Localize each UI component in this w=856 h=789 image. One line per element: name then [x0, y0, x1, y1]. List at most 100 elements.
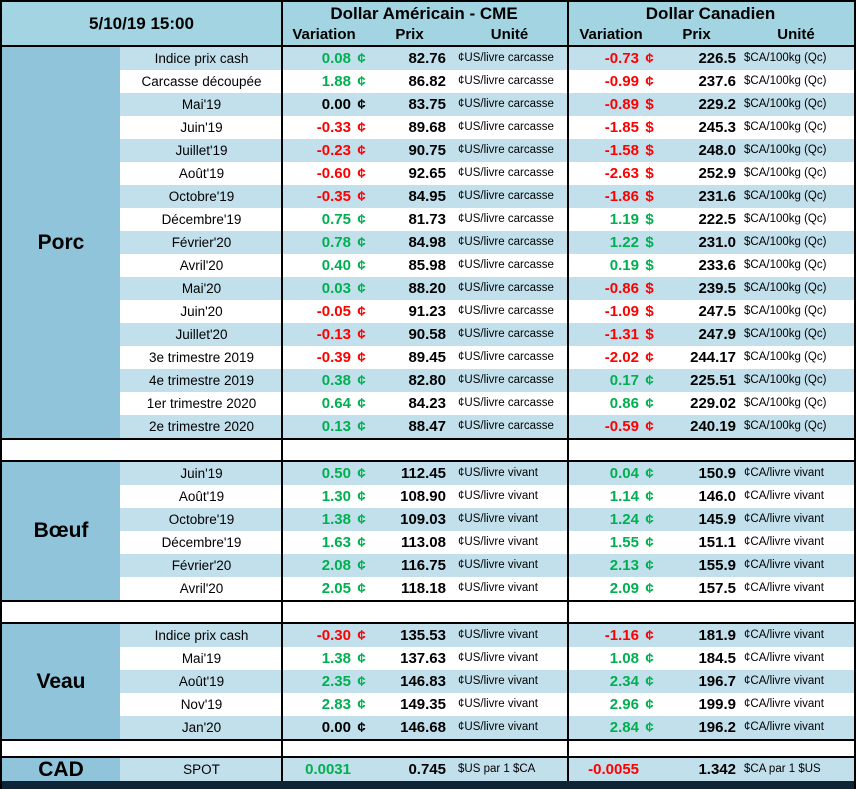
currency-symbol: $ [645, 142, 654, 159]
us-price-value: 84.23 [369, 392, 454, 415]
ca-price-value: 248.0 [657, 139, 740, 162]
section-color-cell [2, 47, 120, 70]
us-price-value: 89.45 [369, 346, 454, 369]
row-label: Jan'20 [120, 716, 283, 739]
usd-subheaders: Variation Prix Unité [281, 25, 567, 45]
ca-unit-label: ¢CA/livre vivant [740, 508, 854, 531]
variation-number: -2.63 [604, 165, 639, 182]
variation-number: 1.24 [609, 511, 639, 528]
ca-price-value: 237.6 [657, 70, 740, 93]
us-unit-label: ¢US/livre carcasse [454, 346, 569, 369]
ca-price-value: 245.3 [657, 116, 740, 139]
section-color-cell [2, 300, 120, 323]
us-unit-label: ¢US/livre vivant [454, 624, 569, 647]
section-color-cell [2, 346, 120, 369]
us-price-value: 149.35 [369, 693, 454, 716]
ca-unit-label: $CA/100kg (Qc) [740, 47, 854, 70]
currency-symbol: $ [645, 165, 654, 182]
us-price-value: 90.75 [369, 139, 454, 162]
us-unit-label: ¢US/livre carcasse [454, 93, 569, 116]
variation-number: -1.85 [604, 119, 639, 136]
us-price-value: 146.83 [369, 670, 454, 693]
ca-unit-label: $CA/100kg (Qc) [740, 139, 854, 162]
column-divider [567, 2, 569, 783]
cad-unit-header: Unité [777, 26, 815, 43]
table-row: SPOT 0.0031 0.745 $US par 1 $CA -0.0055 1.342… [2, 758, 854, 781]
table-row: Jan'20 0.00 ¢ 146.68 ¢US/livre vivant 2.84 ¢ 19… [2, 716, 854, 739]
ca-unit-label: $CA/100kg (Qc) [740, 277, 854, 300]
table-row: Nov'19 2.83 ¢ 149.35 ¢US/livre vivant 2.96 ¢ 19… [2, 693, 854, 716]
variation-number: 2.96 [609, 696, 639, 713]
ca-variation-value: -2.02 ¢ [569, 346, 657, 369]
cad-group-title: Dollar Canadien [645, 4, 776, 23]
variation-number: 2.35 [321, 673, 351, 690]
variation-number: -1.86 [604, 188, 639, 205]
ca-price-value: 196.2 [657, 716, 740, 739]
ca-unit-label: ¢CA/livre vivant [740, 624, 854, 647]
us-unit-label: ¢US/livre vivant [454, 670, 569, 693]
ca-price-value: 184.5 [657, 647, 740, 670]
ca-variation-value: 0.04 ¢ [569, 462, 657, 485]
currency-symbol: ¢ [645, 349, 654, 366]
table-row: 4e trimestre 2019 0.38 ¢ 82.80 ¢US/livre car… [2, 369, 854, 392]
variation-number: 2.34 [609, 673, 639, 690]
variation-number: -0.60 [316, 165, 351, 182]
table-row: Août'19 2.35 ¢ 146.83 ¢US/livre vivant 2.34 ¢ 1… [2, 670, 854, 693]
cad-column-group: Dollar Canadien Variation Prix Unité [567, 2, 854, 45]
variation-number: -1.16 [604, 627, 639, 644]
us-unit-label: ¢US/livre vivant [454, 693, 569, 716]
section-separator [2, 602, 854, 622]
variation-number: 1.63 [321, 534, 351, 551]
currency-symbol: ¢ [357, 395, 366, 412]
row-label: Décembre'19 [120, 208, 283, 231]
us-variation-value: 0.00 ¢ [283, 716, 369, 739]
ca-unit-label: ¢CA/livre vivant [740, 577, 854, 600]
ca-variation-value: -0.73 ¢ [569, 47, 657, 70]
us-price-value: 146.68 [369, 716, 454, 739]
us-unit-label: ¢US/livre carcasse [454, 415, 569, 438]
us-price-value: 90.58 [369, 323, 454, 346]
ca-variation-value: 1.22 $ [569, 231, 657, 254]
us-variation-value: 0.03 ¢ [283, 277, 369, 300]
ca-price-value: 231.0 [657, 231, 740, 254]
ca-unit-label: ¢CA/livre vivant [740, 716, 854, 739]
currency-symbol: ¢ [645, 465, 654, 482]
section-color-cell [2, 139, 120, 162]
currency-symbol: ¢ [357, 257, 366, 274]
variation-number: -1.31 [604, 326, 639, 343]
currency-symbol: $ [645, 188, 654, 205]
variation-number: 2.13 [609, 557, 639, 574]
us-unit-label: ¢US/livre carcasse [454, 47, 569, 70]
section-color-cell [2, 485, 120, 508]
us-price-value: 86.82 [369, 70, 454, 93]
ca-unit-label: $CA/100kg (Qc) [740, 300, 854, 323]
currency-symbol: ¢ [645, 418, 654, 435]
variation-number: 0.0031 [305, 761, 351, 778]
datetime: 5/10/19 15:00 [89, 13, 194, 33]
ca-variation-value: 1.14 ¢ [569, 485, 657, 508]
ca-price-value: 247.9 [657, 323, 740, 346]
us-unit-label: ¢US/livre carcasse [454, 231, 569, 254]
us-price-value: 81.73 [369, 208, 454, 231]
row-label: Mai'19 [120, 647, 283, 670]
currency-symbol: ¢ [357, 280, 366, 297]
ca-variation-value: -0.59 ¢ [569, 415, 657, 438]
ca-price-value: 229.2 [657, 93, 740, 116]
ca-price-value: 231.6 [657, 185, 740, 208]
ca-unit-label: ¢CA/livre vivant [740, 531, 854, 554]
ca-price-value: 196.7 [657, 670, 740, 693]
ca-unit-label: $CA/100kg (Qc) [740, 415, 854, 438]
row-label: Juin'19 [120, 116, 283, 139]
bottom-bar [2, 781, 854, 789]
currency-symbol: $ [645, 211, 654, 228]
section-color-cell [2, 208, 120, 231]
row-label: SPOT [120, 758, 283, 781]
row-label: Août'19 [120, 485, 283, 508]
us-unit-label: ¢US/livre carcasse [454, 323, 569, 346]
currency-symbol: ¢ [357, 627, 366, 644]
ca-price-value: 247.5 [657, 300, 740, 323]
us-variation-value: 1.63 ¢ [283, 531, 369, 554]
ca-variation-value: -1.86 $ [569, 185, 657, 208]
us-variation-value: -0.30 ¢ [283, 624, 369, 647]
currency-symbol: $ [645, 96, 654, 113]
